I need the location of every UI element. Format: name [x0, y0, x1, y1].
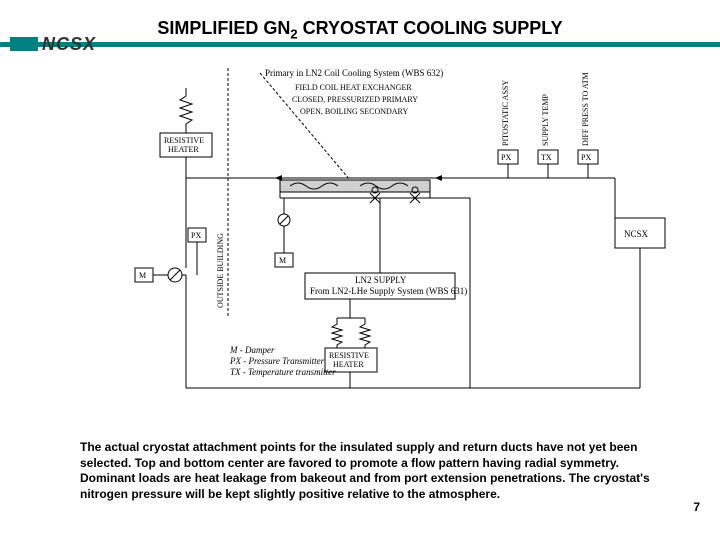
m-left-label: M: [139, 271, 146, 280]
px-r1-label: PX: [501, 153, 511, 162]
m-mid-label: M: [279, 256, 286, 265]
res-heater-bot-l1: RESISTIVE: [329, 351, 369, 360]
schematic-diagram: OUTSIDE BUILDING RESISTIVE HEATER PX M: [120, 58, 680, 418]
desc-l2: FIELD COIL HEAT EXCHANGER: [295, 83, 412, 92]
px-r2-label: PX: [581, 153, 591, 162]
page-title: SIMPLIFIED GN2 CRYOSTAT COOLING SUPPLY: [0, 18, 720, 42]
page-number: 7: [693, 500, 700, 514]
logo-text: NCSX: [42, 34, 96, 55]
outside-building-label: OUTSIDE BUILDING: [216, 233, 225, 308]
diagram-svg: OUTSIDE BUILDING RESISTIVE HEATER PX M: [120, 58, 680, 418]
res-heater-bot-l2: HEATER: [333, 360, 364, 369]
supply-temp-label: SUPPLY TEMP: [541, 94, 550, 146]
legend-l2: PX - Pressure Transmitter: [229, 356, 325, 366]
title-sub: 2: [290, 27, 297, 42]
ln2-l2: From LN2-LHe Supply System (WBS 631): [310, 286, 467, 296]
px-left-label: PX: [191, 231, 201, 240]
arrow-ret-left: [275, 175, 282, 181]
desc-l4: OPEN, BOILING SECONDARY: [300, 107, 408, 116]
legend-l3: TX - Temperature transmitter: [230, 367, 336, 377]
damper-left-blade: [170, 270, 180, 280]
heater-left-zigzag: [180, 88, 192, 133]
heater-bot-zz1: [332, 318, 342, 348]
arrow-ret-right: [435, 175, 442, 181]
heater-bot-zz2: [360, 318, 370, 348]
slide-caption: The actual cryostat attachment points fo…: [80, 440, 660, 502]
res-heater-left-l1: RESISTIVE: [164, 136, 204, 145]
ln2-l1: LN2 SUPPLY: [355, 275, 407, 285]
title-post: CRYOSTAT COOLING SUPPLY: [298, 18, 563, 38]
logo-block: [10, 37, 38, 51]
tx-r-label: TX: [541, 153, 552, 162]
desc-l1: Primary in LN2 Coil Cooling System (WBS …: [265, 68, 443, 78]
legend-l1: M - Damper: [229, 345, 275, 355]
res-heater-left-l2: HEATER: [168, 145, 199, 154]
damper-mid-blade: [280, 216, 288, 224]
logo-bar: [0, 42, 720, 47]
title-pre: SIMPLIFIED GN: [157, 18, 290, 38]
slide-page: SIMPLIFIED GN2 CRYOSTAT COOLING SUPPLY N…: [0, 0, 720, 540]
pito-label: PITOSTATIC ASSY: [501, 80, 510, 146]
desc-l3: CLOSED, PRESSURIZED PRIMARY: [292, 95, 418, 104]
ncsx-label: NCSX: [624, 229, 649, 239]
diff-press-label: DIFF PRESS TO ATM: [581, 72, 590, 146]
